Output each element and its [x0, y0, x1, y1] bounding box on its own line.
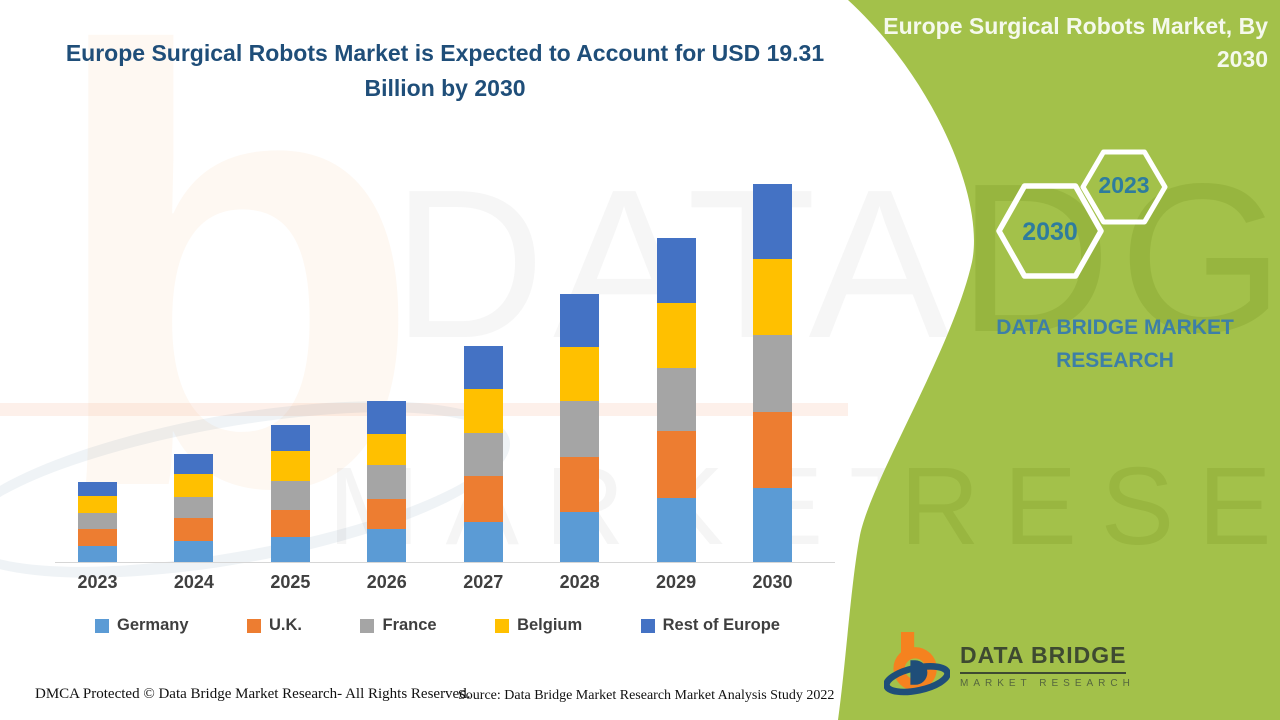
bar-segment-germany [270, 537, 310, 562]
legend-item-belgium: Belgium [495, 616, 582, 635]
x-axis-label-2030: 2030 [752, 572, 793, 592]
bar-2027 [463, 346, 503, 562]
legend-item-rest-of-europe: Rest of Europe [640, 616, 780, 635]
legend-label: Belgium [517, 616, 583, 634]
bar-2023 [78, 482, 117, 562]
bar-segment-belgium [367, 434, 407, 465]
legend-swatch [247, 618, 262, 633]
bar-segment-rest-of-europe [78, 482, 117, 496]
legend-label: France [382, 616, 437, 634]
brand-logo: DATA BRIDGE MARKET RESEARCH [884, 628, 1135, 702]
bar-segment-belgium [753, 259, 792, 335]
bar-segment-germany [78, 546, 117, 562]
x-axis-label-2026: 2026 [366, 572, 407, 592]
bar-segment-france [78, 513, 117, 529]
bar-segment-germany [174, 541, 214, 562]
bar-segment-belgium [174, 474, 214, 497]
bar-segment-rest-of-europe [367, 401, 407, 434]
bar-2024 [174, 454, 214, 562]
hexagon-year-2030: 2030 [1022, 218, 1078, 246]
bar-segment-belgium [463, 389, 503, 433]
bar-segment-rest-of-europe [463, 346, 503, 389]
bar-segment-france [463, 433, 503, 476]
x-axis-label-2028: 2028 [559, 572, 600, 592]
bar-segment-france [560, 401, 600, 457]
bar-segment-rest-of-europe [753, 184, 792, 259]
bar-2030 [753, 184, 792, 562]
x-axis-label-2027: 2027 [463, 572, 504, 592]
bar-2026 [367, 401, 407, 562]
bar-segment-u-k- [560, 457, 600, 512]
legend-item-u-k-: U.K. [247, 616, 302, 635]
legend-label: Germany [117, 616, 189, 634]
logo-text: DATA BRIDGE MARKET RESEARCH [960, 642, 1135, 689]
bar-segment-belgium [78, 496, 117, 513]
bar-segment-u-k- [270, 510, 310, 537]
logo-name: DATA BRIDGE [960, 642, 1127, 674]
bar-segment-u-k- [78, 529, 117, 546]
bar-segment-rest-of-europe [174, 454, 214, 474]
x-axis-label-2029: 2029 [656, 572, 697, 592]
panel-title: Europe Surgical Robots Market, By 2030 [883, 13, 1268, 73]
bar-segment-france [753, 335, 792, 412]
legend-item-germany: Germany [95, 616, 189, 635]
legend-swatch [640, 618, 655, 633]
footer-dmca-text: DMCA Protected © Data Bridge Market Rese… [35, 686, 471, 702]
legend: Germany U.K. France Belgium Rest of Europe [95, 616, 780, 635]
bar-segment-france [270, 481, 310, 510]
bar-segment-germany [560, 512, 600, 562]
bar-segment-u-k- [656, 431, 696, 498]
bar-segment-rest-of-europe [270, 425, 310, 451]
x-axis-label-2025: 2025 [270, 572, 311, 592]
bar-2028 [560, 294, 600, 562]
hexagon-year-2023: 2023 [1098, 172, 1150, 198]
bar-segment-germany [367, 529, 407, 562]
plot-area [55, 168, 835, 563]
legend-swatch [360, 618, 375, 633]
bar-segment-rest-of-europe [560, 294, 600, 347]
x-axis-labels: 2023 2024 2025 2026 2027 2028 2029 2030 [55, 572, 835, 602]
bar-segment-germany [463, 522, 503, 562]
legend-label: Rest of Europe [662, 616, 780, 634]
legend-item-france: France [360, 616, 437, 635]
legend-label: U.K. [269, 616, 303, 634]
panel-brand-text: DATA BRIDGE MARKET RESEARCH [996, 316, 1234, 372]
bar-2025 [270, 425, 310, 562]
x-axis-label-2023: 2023 [77, 572, 118, 592]
bar-segment-u-k- [463, 476, 503, 522]
bar-segment-france [174, 497, 214, 518]
bar-segment-u-k- [367, 499, 407, 529]
logo-subtitle: MARKET RESEARCH [960, 677, 1135, 689]
bar-2029 [656, 238, 696, 562]
bar-segment-belgium [656, 303, 696, 368]
bar-segment-france [367, 465, 407, 499]
bar-segment-belgium [560, 347, 600, 401]
bar-segment-u-k- [753, 412, 792, 488]
data-bridge-logo-icon [884, 632, 950, 696]
x-axis-label-2024: 2024 [173, 572, 214, 592]
bar-segment-france [656, 368, 696, 431]
legend-swatch [95, 618, 109, 633]
bar-segment-u-k- [174, 518, 214, 541]
bar-segment-germany [656, 498, 696, 562]
chart-title: Europe Surgical Robots Market is Expecte… [65, 40, 825, 101]
footer-source-text: Source: Data Bridge Market Research Mark… [458, 688, 835, 703]
bar-segment-germany [753, 488, 792, 562]
bar-segment-rest-of-europe [656, 238, 696, 303]
legend-swatch [495, 618, 510, 633]
bar-segment-belgium [270, 451, 310, 481]
